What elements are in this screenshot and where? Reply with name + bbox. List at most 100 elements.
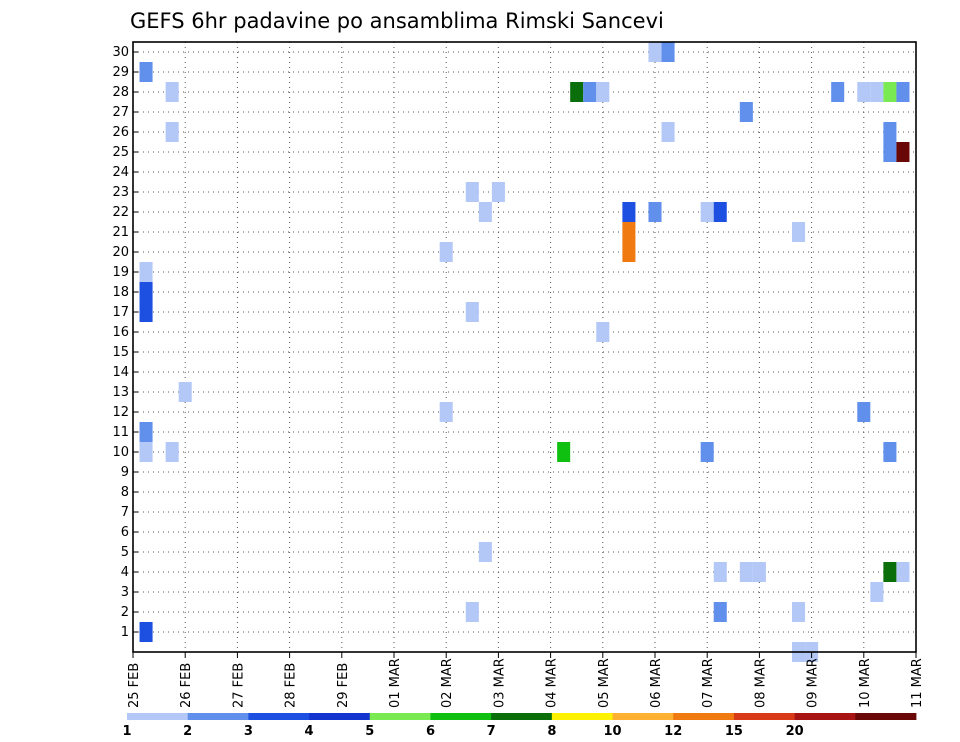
colorbar-label: 10 — [603, 724, 621, 739]
y-tick-label: 17 — [112, 305, 129, 320]
data-cell — [870, 82, 884, 102]
data-cell — [465, 302, 479, 322]
colorbar-label: 15 — [725, 724, 743, 739]
y-tick-label: 25 — [112, 145, 129, 160]
colorbar-swatch — [794, 713, 856, 720]
y-tick-label: 18 — [112, 285, 129, 300]
data-cell — [491, 182, 505, 202]
data-cell — [883, 562, 897, 582]
data-cell — [713, 562, 727, 582]
colorbar-swatch — [551, 713, 613, 720]
colorbar-label: 8 — [547, 724, 556, 739]
y-tick-label: 6 — [121, 525, 129, 540]
y-tick-label: 2 — [121, 605, 129, 620]
data-cell — [896, 142, 910, 162]
data-cell — [739, 102, 753, 122]
colorbar-swatch — [248, 713, 310, 720]
data-cell — [661, 42, 675, 62]
colorbar-label: 4 — [305, 724, 314, 739]
y-tick-label: 24 — [112, 165, 129, 180]
data-cell — [831, 82, 845, 102]
x-tick-label: 25 FEB — [127, 663, 142, 708]
data-cell — [570, 82, 584, 102]
x-tick-label: 11 MAR — [910, 658, 925, 708]
x-tick-label: 02 MAR — [440, 658, 455, 708]
data-cell — [139, 262, 153, 282]
colorbar-label: 6 — [426, 724, 435, 739]
y-tick-label: 11 — [112, 425, 129, 440]
data-cell — [139, 282, 153, 302]
y-tick-label: 26 — [112, 125, 129, 140]
x-tick-label: 09 MAR — [806, 658, 821, 708]
data-cell — [857, 82, 871, 102]
colorbar-label: 12 — [664, 724, 682, 739]
colorbar-label: 20 — [786, 724, 804, 739]
x-tick-label: 27 FEB — [231, 663, 246, 708]
data-cell — [139, 62, 153, 82]
data-cell — [700, 202, 714, 222]
data-cell — [870, 582, 884, 602]
colorbar: 1 2 3 4 5 6 7 8 10 12 15 20 — [122, 713, 917, 739]
colorbar-label: 7 — [487, 724, 496, 739]
y-tick-label: 19 — [112, 265, 129, 280]
x-tick-label: 06 MAR — [649, 658, 664, 708]
y-tick-label: 12 — [112, 405, 129, 420]
y-tick-label: 8 — [121, 485, 129, 500]
colorbar-swatch — [491, 713, 553, 720]
y-tick-label: 28 — [112, 85, 129, 100]
y-tick-label: 5 — [121, 545, 129, 560]
x-tick-label: 08 MAR — [753, 658, 768, 708]
plot-frame — [132, 41, 917, 653]
y-tick-label: 15 — [112, 345, 129, 360]
x-tick-label: 04 MAR — [545, 658, 560, 708]
colorbar-swatch — [673, 713, 735, 720]
data-cell — [165, 122, 179, 142]
data-cell — [883, 442, 897, 462]
data-cell — [178, 382, 192, 402]
y-tick-label: 30 — [112, 45, 129, 60]
y-tick-label: 27 — [112, 105, 129, 120]
y-tick-label: 29 — [112, 65, 129, 80]
x-tick-label: 28 FEB — [284, 663, 299, 708]
data-cell — [713, 202, 727, 222]
data-cell — [465, 182, 479, 202]
data-cell — [439, 242, 453, 262]
data-cell — [622, 202, 636, 222]
colorbar-swatch — [127, 713, 189, 720]
colorbar-swatch — [733, 713, 796, 720]
colorbar-swatch — [309, 713, 371, 720]
data-cells — [139, 42, 910, 662]
colorbar-swatch — [430, 713, 492, 720]
data-cell — [139, 302, 153, 322]
y-tick-label: 14 — [112, 365, 129, 380]
colorbar-label: 2 — [183, 724, 192, 739]
data-cell — [648, 42, 662, 62]
y-tick-label: 20 — [112, 245, 129, 260]
data-cell — [739, 562, 753, 582]
data-cell — [648, 202, 662, 222]
y-tick-label: 23 — [112, 185, 129, 200]
x-tick-label: 07 MAR — [701, 658, 716, 708]
data-cell — [792, 602, 806, 622]
colorbar-swatch — [855, 713, 917, 720]
data-cell — [661, 122, 675, 142]
data-cell — [583, 82, 597, 102]
chart-title: GEFS 6hr padavine po ansamblima Rimski S… — [130, 9, 664, 33]
data-cell — [439, 402, 453, 422]
data-cell — [857, 402, 871, 422]
data-cell — [139, 622, 153, 642]
y-tick-label: 13 — [112, 385, 129, 400]
x-tick-label: 10 MAR — [858, 658, 873, 708]
data-cell — [883, 82, 897, 102]
y-tick-label: 1 — [121, 625, 129, 640]
y-tick-label: 4 — [121, 565, 129, 580]
data-cell — [700, 442, 714, 462]
data-cell — [139, 442, 153, 462]
data-cell — [883, 142, 897, 162]
x-tick-label: 03 MAR — [492, 658, 507, 708]
colorbar-label: 1 — [122, 724, 131, 739]
data-cell — [165, 82, 179, 102]
data-cell — [713, 602, 727, 622]
x-tick-label: 29 FEB — [336, 663, 351, 708]
data-cell — [478, 542, 492, 562]
